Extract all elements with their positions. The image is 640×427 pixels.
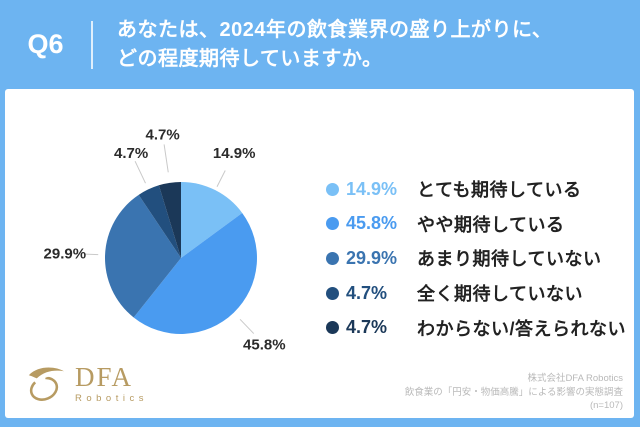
header-divider xyxy=(91,20,93,69)
credit-company: 株式会社DFA Robotics xyxy=(527,373,623,384)
pie-leader-line-4 xyxy=(163,144,169,173)
logo-sub-brand: Robotics xyxy=(75,392,148,404)
legend-percent: 29.9% xyxy=(346,247,398,268)
pie-label-2: 29.9% xyxy=(44,245,87,262)
question-line-1: あなたは、2024年の飲食業界の盛り上がりに、 xyxy=(117,18,553,41)
pie-slice-1 xyxy=(133,212,257,334)
question-number: Q6 xyxy=(27,29,64,59)
dfa-logo-mark xyxy=(28,367,64,401)
pie-leader-line-3 xyxy=(134,160,146,184)
legend-item-1: 45.8% やや期待している xyxy=(326,207,626,242)
logo-text: DFA Robotics xyxy=(75,361,148,404)
pie-slice-3 xyxy=(138,185,181,258)
pie-label-1: 45.8% xyxy=(243,336,286,353)
legend-percent: 4.7% xyxy=(346,317,388,338)
legend-item-0: 14.9% とても期待している xyxy=(326,172,626,207)
legend-item-4: 4.7% わからない/答えられない xyxy=(326,310,626,345)
legend-dot xyxy=(326,286,339,300)
pie-label-4: 4.7% xyxy=(146,127,180,144)
pie-slice-4 xyxy=(158,182,181,258)
question-line-2: どの程度期待していますか。 xyxy=(117,47,383,70)
legend-dot xyxy=(326,321,339,335)
chart-legend: 14.9% とても期待している 45.8% やや期待している 29.9% あまり… xyxy=(326,172,626,345)
legend-percent: 45.8% xyxy=(346,213,398,234)
pie-label-3: 4.7% xyxy=(114,145,148,162)
pie-label-0: 14.9% xyxy=(213,145,256,162)
dfa-robotics-logo: DFA Robotics xyxy=(20,359,148,409)
legend-label: わからない/答えられない xyxy=(417,318,626,339)
pie-slice-2 xyxy=(105,194,181,318)
legend-dot xyxy=(326,251,339,265)
pie-chart: 14.9% 45.8% 29.9% 4.7%4.7% xyxy=(44,127,286,354)
legend-label: とても期待している xyxy=(417,180,582,201)
pie-leader-line-2 xyxy=(85,253,99,256)
logo-brand: DFA xyxy=(75,361,134,392)
legend-percent: 4.7% xyxy=(346,282,388,303)
credit-survey-title: 飲食業の「円安・物価高騰」による影響の実態調査 xyxy=(404,386,623,398)
legend-percent: 14.9% xyxy=(346,178,398,199)
pie-leader-line-1 xyxy=(239,318,255,334)
legend-item-2: 29.9% あまり期待していない xyxy=(326,241,626,276)
legend-item-3: 4.7% 全く期待していない xyxy=(326,276,626,311)
legend-label: あまり期待していない xyxy=(417,249,602,270)
credit-sample-size: (n=107) xyxy=(589,400,623,411)
pie-slice-0 xyxy=(181,182,243,258)
question-text: あなたは、2024年の飲食業界の盛り上がりに、 どの程度期待していますか。 xyxy=(117,16,552,74)
question-header: Q6 あなたは、2024年の飲食業界の盛り上がりに、 どの程度期待していますか。 xyxy=(0,0,640,89)
legend-label: 全く期待していない xyxy=(417,284,583,305)
legend-label: やや期待している xyxy=(417,214,565,235)
legend-dot xyxy=(326,182,339,196)
legend-dot xyxy=(326,217,339,231)
survey-credits: 株式会社DFA Robotics 飲食業の「円安・物価高騰」による影響の実態調査… xyxy=(405,372,623,413)
pie-leader-line-0 xyxy=(216,170,226,188)
